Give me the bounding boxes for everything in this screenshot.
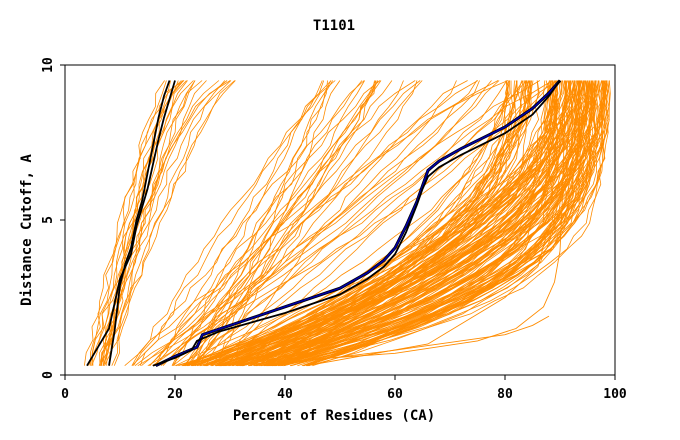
model-line [173,80,323,366]
model-line [270,80,555,367]
model-line [155,80,325,366]
model-line [193,80,375,366]
x-tick-label: 0 [61,387,69,402]
model-line [124,80,509,367]
model-line [100,80,207,366]
x-tick-label: 20 [167,387,183,402]
model-line [219,80,608,367]
y-axis-label: Distance Cutoff, A [19,154,35,306]
model-line [113,80,196,366]
x-axis-label: Percent of Residues (CA) [233,408,435,424]
model-line [269,80,588,367]
model-line [242,80,596,367]
y-tick-label: 5 [41,216,56,224]
model-line [148,80,377,366]
model-line [248,80,589,367]
model-line [219,80,526,367]
model-line [98,80,167,366]
model-line [301,80,589,367]
model-line [162,80,479,366]
model-line [305,80,580,367]
model-line-outlier [268,80,566,364]
model-line [186,80,511,367]
model-line-outlier [306,235,547,367]
highlight-line-blue [155,79,561,367]
model-line [225,80,468,366]
model-curves [84,80,611,367]
x-tick-label: 100 [603,387,627,402]
model-line [210,80,421,366]
model-line [206,80,540,367]
model-line [183,80,379,366]
model-line [194,80,553,367]
model-line-outlier [268,315,550,367]
model-line [259,80,594,367]
model-line [141,80,478,367]
model-line [172,80,457,367]
y-tick-label: 10 [41,57,56,73]
y-axis-ticks: 0 5 10 [41,57,65,379]
model-line [104,80,236,366]
model-line [100,80,226,366]
model-line [266,80,559,367]
model-line [84,80,184,366]
model-line [154,80,499,366]
model-line [100,80,179,366]
x-axis-ticks: 0 20 40 60 80 100 [61,375,627,402]
model-line [92,80,165,366]
model-line [109,80,203,366]
model-line [186,80,334,366]
model-line [218,80,341,366]
model-line [160,80,541,367]
model-line [270,80,563,367]
model-line [184,80,416,366]
x-tick-label: 80 [497,387,513,402]
y-tick-label: 0 [41,371,56,379]
model-line [111,80,232,366]
highlight-line-black [108,80,171,366]
model-line [133,80,365,366]
model-line [190,80,500,366]
model-line [131,80,404,366]
model-line [277,80,579,367]
model-line [275,80,510,367]
model-line [131,80,336,366]
highlight-line-black [152,79,561,367]
x-tick-label: 60 [387,387,403,402]
x-tick-label: 40 [277,387,293,402]
model-line [255,80,566,367]
highlighted-curves [86,79,562,368]
model-line [280,80,606,367]
chart-title: T1101 [313,18,355,34]
model-line [154,80,381,366]
model-line [192,80,382,366]
model-line [303,80,604,367]
model-line [200,80,328,366]
highlight-line-black [86,80,176,367]
model-line [106,80,182,366]
model-line [193,80,558,367]
model-line [103,80,187,366]
model-line [152,80,492,367]
model-line [211,80,593,367]
model-line [91,80,194,366]
model-line [102,80,235,366]
model-line [220,80,558,367]
model-line [237,80,608,367]
model-line [261,80,609,367]
model-line [233,80,552,367]
model-line [188,80,379,366]
model-line [237,80,575,367]
model-line [255,80,610,367]
